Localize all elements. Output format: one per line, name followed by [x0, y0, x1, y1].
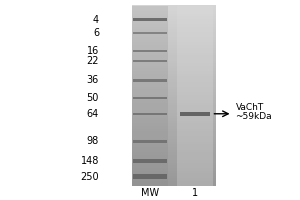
- Bar: [133, 50, 167, 52]
- Bar: [180, 112, 210, 116]
- Bar: [133, 32, 167, 34]
- Text: 148: 148: [81, 156, 99, 166]
- Text: 1: 1: [192, 188, 198, 198]
- Bar: [133, 159, 167, 163]
- Text: 64: 64: [87, 109, 99, 119]
- Bar: [132, 6, 168, 186]
- Text: 36: 36: [87, 75, 99, 85]
- Text: 98: 98: [87, 136, 99, 146]
- Bar: [133, 97, 167, 99]
- Bar: [177, 6, 213, 186]
- Bar: [133, 113, 167, 115]
- Bar: [133, 18, 167, 21]
- Bar: [133, 79, 167, 82]
- Text: ~59kDa: ~59kDa: [236, 112, 272, 121]
- Text: VaChT: VaChT: [236, 103, 264, 112]
- Bar: [133, 174, 167, 179]
- Text: 6: 6: [93, 28, 99, 38]
- Text: 50: 50: [87, 93, 99, 103]
- Bar: [133, 60, 167, 62]
- Text: 22: 22: [86, 56, 99, 66]
- Text: MW: MW: [141, 188, 159, 198]
- Text: 16: 16: [87, 46, 99, 56]
- Text: 4: 4: [93, 15, 99, 25]
- Bar: [133, 140, 167, 143]
- Text: 250: 250: [80, 172, 99, 182]
